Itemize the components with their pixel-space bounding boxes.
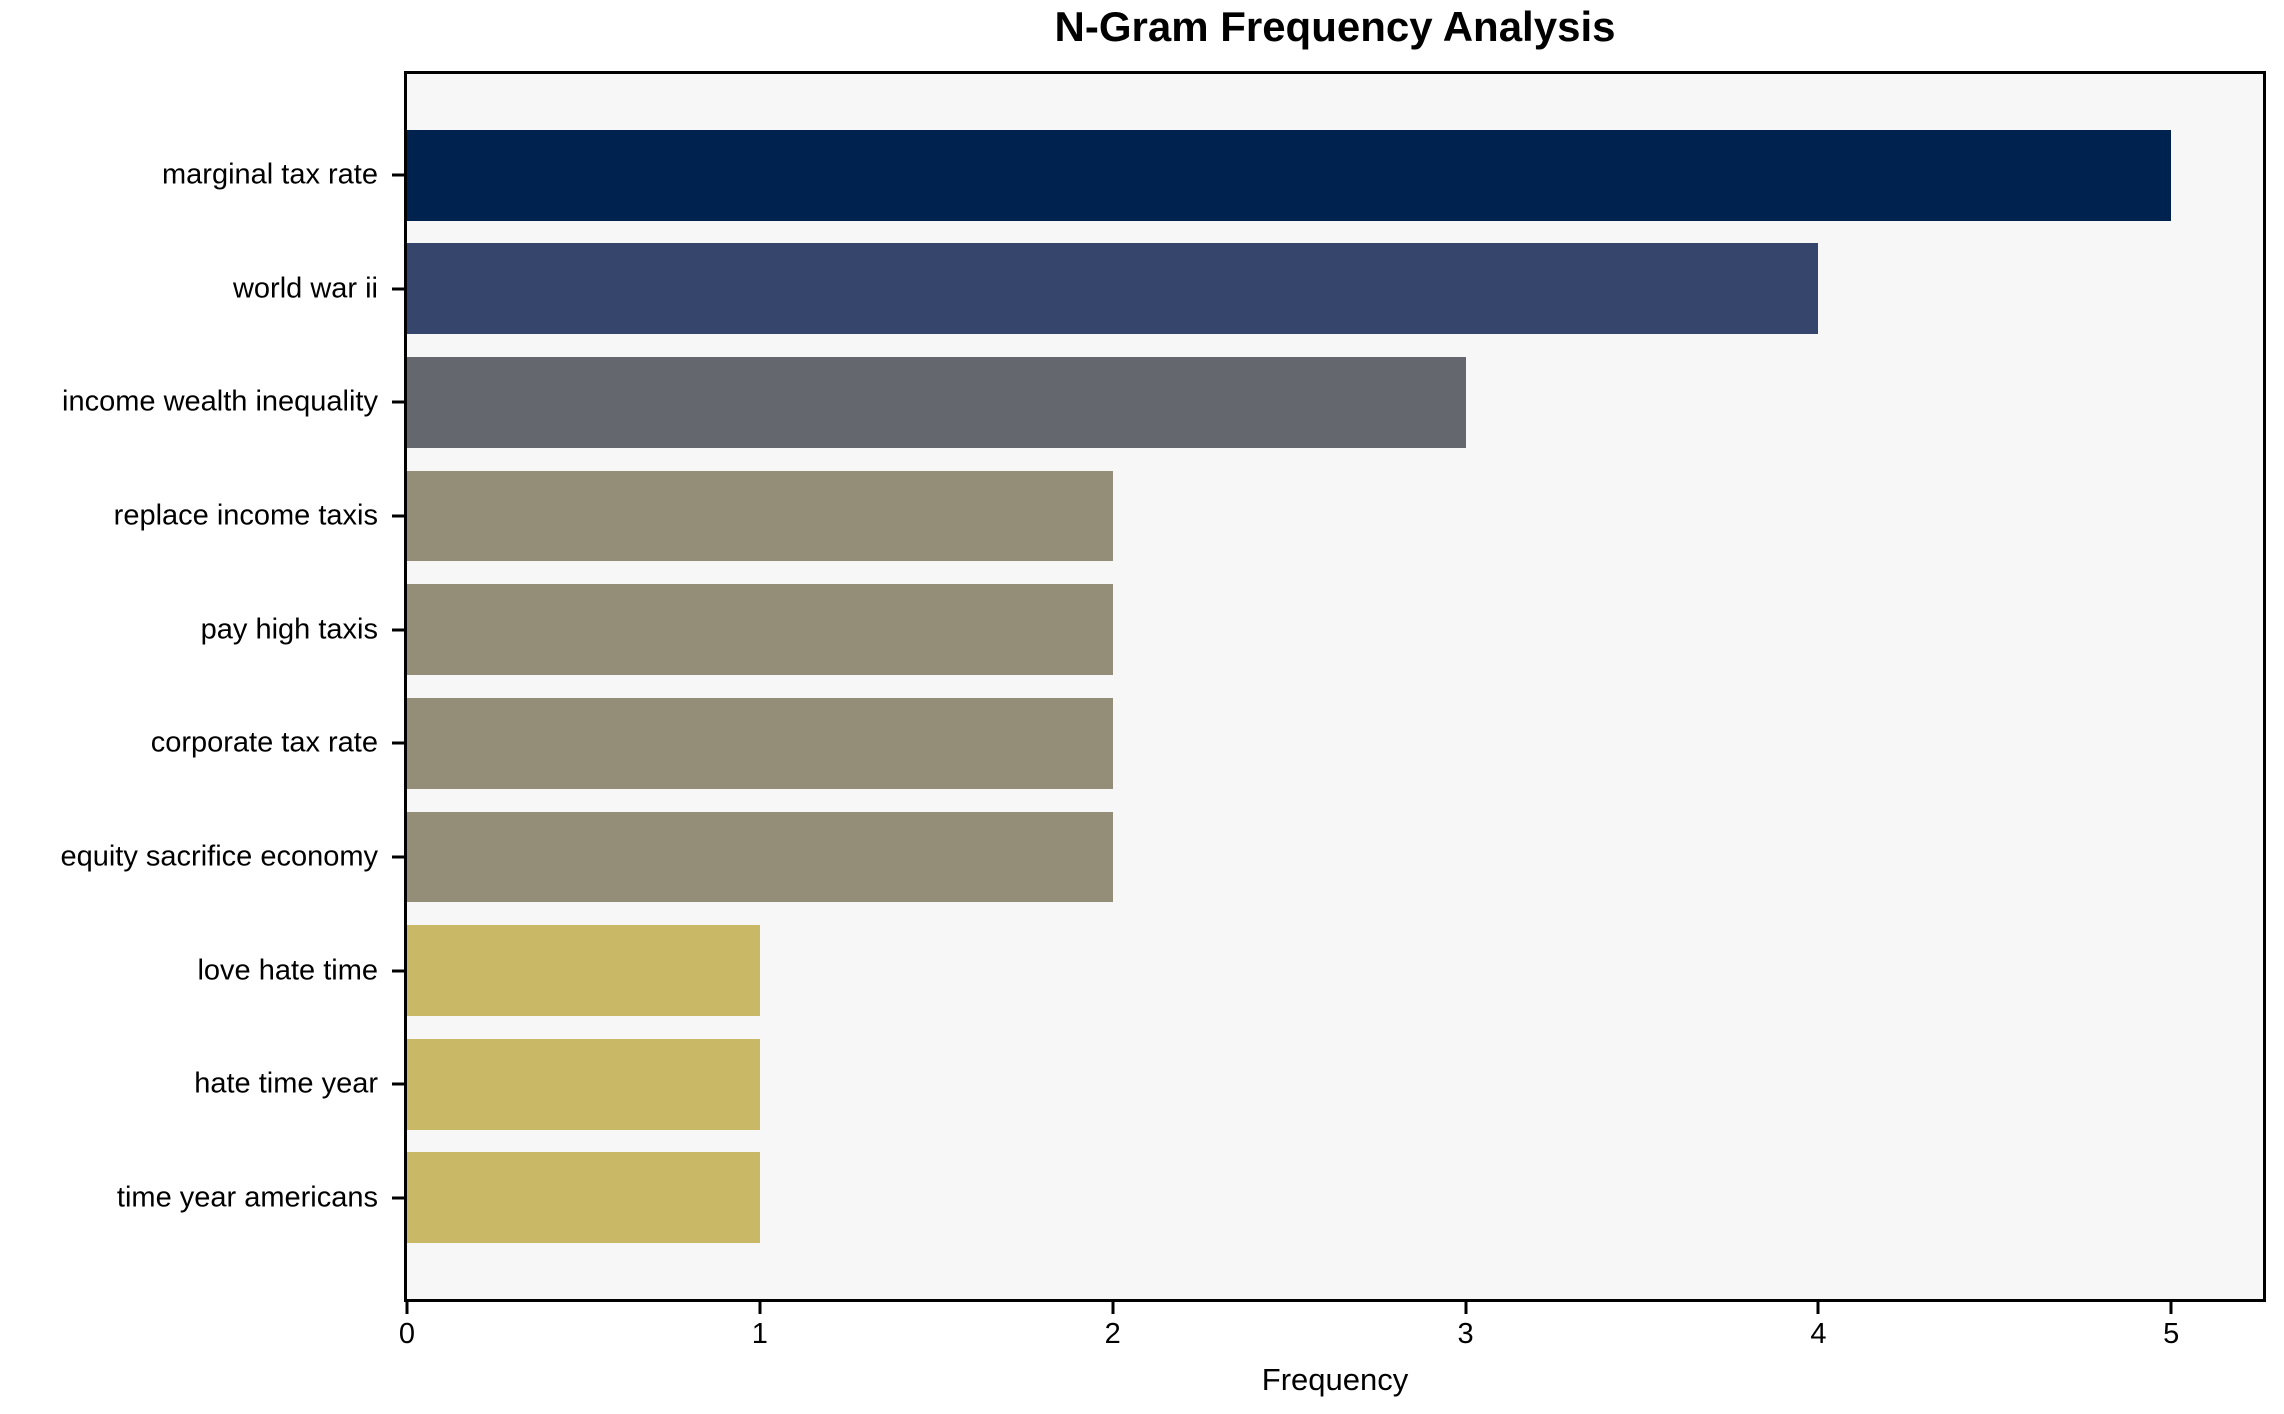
y-tick-mark (392, 741, 404, 745)
bar-1 (407, 243, 1819, 335)
x-tick-label: 4 (1810, 1318, 1827, 1350)
x-tick-label: 2 (1104, 1318, 1121, 1350)
x-tick-label: 1 (751, 1318, 768, 1350)
plot-area (404, 71, 2266, 1302)
y-tick-mark (392, 969, 404, 973)
x-tick-mark (2169, 1302, 2173, 1314)
y-tick-mark (392, 400, 404, 404)
bar-6 (407, 811, 1113, 903)
bar-7 (407, 925, 760, 1017)
bar-8 (407, 1038, 760, 1130)
bar-2 (407, 356, 1466, 448)
y-tick-label: love hate time (197, 954, 378, 987)
y-tick-label: equity sacrifice economy (60, 840, 378, 873)
y-tick-mark (392, 855, 404, 859)
y-tick-mark (392, 1196, 404, 1200)
y-tick-label: pay high taxis (200, 613, 378, 646)
x-tick-mark (758, 1302, 762, 1314)
y-tick-mark (392, 628, 404, 632)
bar-3 (407, 470, 1113, 562)
y-tick-mark (392, 173, 404, 177)
x-tick-label: 3 (1457, 1318, 1474, 1350)
y-axis: marginal tax rate world war ii income weal… (0, 74, 404, 1299)
bar-9 (407, 1152, 760, 1244)
y-tick-mark (392, 514, 404, 518)
y-tick-label: hate time year (194, 1067, 378, 1100)
x-axis: 0 1 2 3 4 5 (399, 1302, 2263, 1402)
y-tick-label: time year americans (116, 1181, 378, 1214)
x-axis-label: Frequency (1261, 1362, 1409, 1397)
bar-4 (407, 584, 1113, 676)
x-tick-mark (1464, 1302, 1468, 1314)
x-tick-label: 0 (398, 1318, 416, 1350)
bar-5 (407, 697, 1113, 789)
x-tick-mark (1816, 1302, 1820, 1314)
y-tick-label: marginal tax rate (162, 158, 378, 191)
y-tick-label: world war ii (232, 272, 378, 305)
x-tick-mark (405, 1302, 409, 1314)
bar-0 (407, 129, 2172, 221)
y-tick-mark (392, 1082, 404, 1086)
x-tick-label: 5 (2163, 1318, 2180, 1350)
chart-title: N-Gram Frequency Analysis (1054, 3, 1616, 50)
y-tick-mark (392, 287, 404, 291)
y-tick-label: corporate tax rate (150, 726, 378, 759)
x-tick-mark (1111, 1302, 1115, 1314)
y-tick-label: replace income taxis (113, 499, 378, 532)
y-tick-label: income wealth inequality (62, 385, 378, 418)
